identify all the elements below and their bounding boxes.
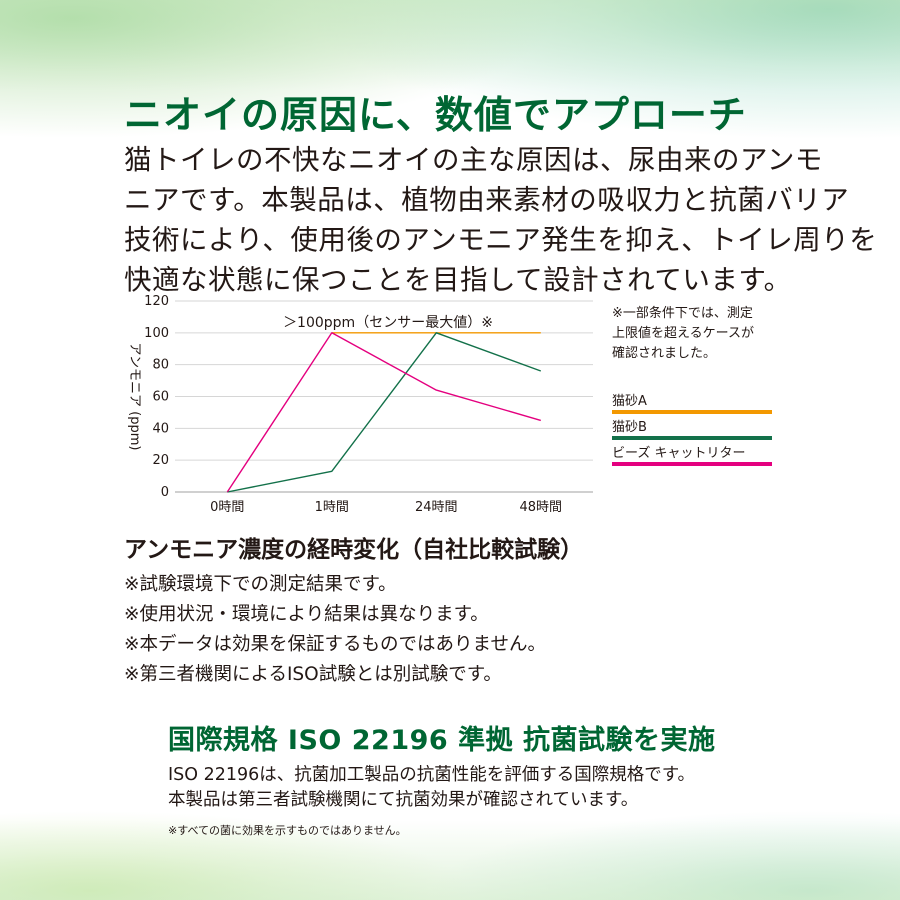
headline: ニオイの原因に、数値でアプローチ — [124, 93, 747, 137]
y-tick-label: 20 — [152, 453, 169, 468]
top-decoration — [0, 0, 900, 90]
y-tick-label: 100 — [144, 326, 169, 341]
chart-legend: 猫砂A 猫砂B ビーズ キャットリター — [612, 394, 774, 472]
sensor-max-annotation: ＞100ppm（センサー最大値）※ — [283, 315, 493, 331]
note-item: ※試験環境下での測定結果です。 — [124, 574, 397, 595]
iso-body-line: 本製品は第三者試験機関にて抗菌効果が確認されています。 — [168, 790, 639, 810]
legend-swatch — [612, 410, 772, 414]
series-line — [226, 332, 541, 493]
test-notes: ※試験環境下での測定結果です。 ※使用状況・環境により結果は異なります。 ※本デ… — [124, 570, 546, 690]
y-tick-label: 120 — [144, 294, 169, 309]
chart-title: アンモニア濃度の経時変化（自社比較試験） — [124, 537, 584, 563]
side-note-line: 上限値を超えるケースが — [612, 326, 754, 341]
y-tick-label: 80 — [152, 358, 169, 373]
ammonia-line-chart: 0 20 40 60 80 100 120 0時間 1時間 24時間 48時間 ＞100ppm（セン… — [127, 294, 593, 515]
legend-swatch — [612, 436, 772, 440]
lead-line: 快適な状態に保つことを目指して設計されています。 — [124, 264, 792, 296]
lead-line: ニアです。本製品は、植物由来素材の吸収力と抗菌バリア — [124, 184, 850, 216]
y-tick-label: 40 — [152, 421, 169, 436]
note-item: ※第三者機関によるISO試験とは別試験です。 — [124, 664, 502, 685]
chart-axes: 0 20 40 60 80 100 120 0時間 1時間 24時間 48時間 — [144, 294, 593, 515]
legend-item: 猫砂B — [612, 420, 774, 446]
lead-line: 猫トイレの不快なニオイの主な原因は、尿由来のアンモ — [124, 144, 823, 176]
series-line — [227, 332, 542, 493]
note-item: ※使用状況・環境により結果は異なります。 — [124, 604, 489, 625]
side-note-line: ※一部条件下では、測定 — [612, 306, 753, 321]
note-item: ※本データは効果を保証するものではありません。 — [124, 634, 546, 655]
legend-item: ビーズ キャットリター — [612, 446, 774, 472]
side-note: ※一部条件下では、測定 上限値を超えるケースが 確認されました。 — [612, 304, 754, 364]
legend-label: 猫砂A — [612, 394, 647, 409]
x-tick-label: 48時間 — [519, 500, 562, 515]
chart-series — [226, 332, 542, 493]
y-axis-label: アンモニア (ppm) — [127, 343, 142, 451]
bottom-decoration — [0, 820, 900, 900]
x-tick-label: 1時間 — [315, 500, 349, 515]
iso-body: ISO 22196は、抗菌加工製品の抗菌性能を評価する国際規格です。 本製品は第… — [168, 763, 695, 813]
x-tick-label: 0時間 — [210, 500, 244, 515]
iso-title: 国際規格 ISO 22196 準拠 抗菌試験を実施 — [168, 725, 716, 756]
chart-grid — [175, 300, 593, 461]
lead-line: 技術により、使用後のアンモニア発生を抑え、トイレ周りを — [124, 224, 878, 256]
side-note-line: 確認されました。 — [612, 346, 717, 361]
y-tick-label: 60 — [152, 390, 169, 405]
legend-label: ビーズ キャットリター — [612, 446, 746, 461]
iso-footnote: ※すべての菌に効果を示すものではありません。 — [168, 824, 407, 837]
x-tick-label: 24時間 — [415, 500, 458, 515]
iso-body-line: ISO 22196は、抗菌加工製品の抗菌性能を評価する国際規格です。 — [168, 765, 696, 785]
lead-paragraph: 猫トイレの不快なニオイの主な原因は、尿由来のアンモ ニアです。本製品は、植物由来… — [124, 140, 878, 300]
legend-item: 猫砂A — [612, 394, 774, 420]
legend-label: 猫砂B — [612, 420, 647, 435]
legend-swatch — [612, 462, 772, 466]
y-tick-label: 0 — [161, 485, 169, 500]
